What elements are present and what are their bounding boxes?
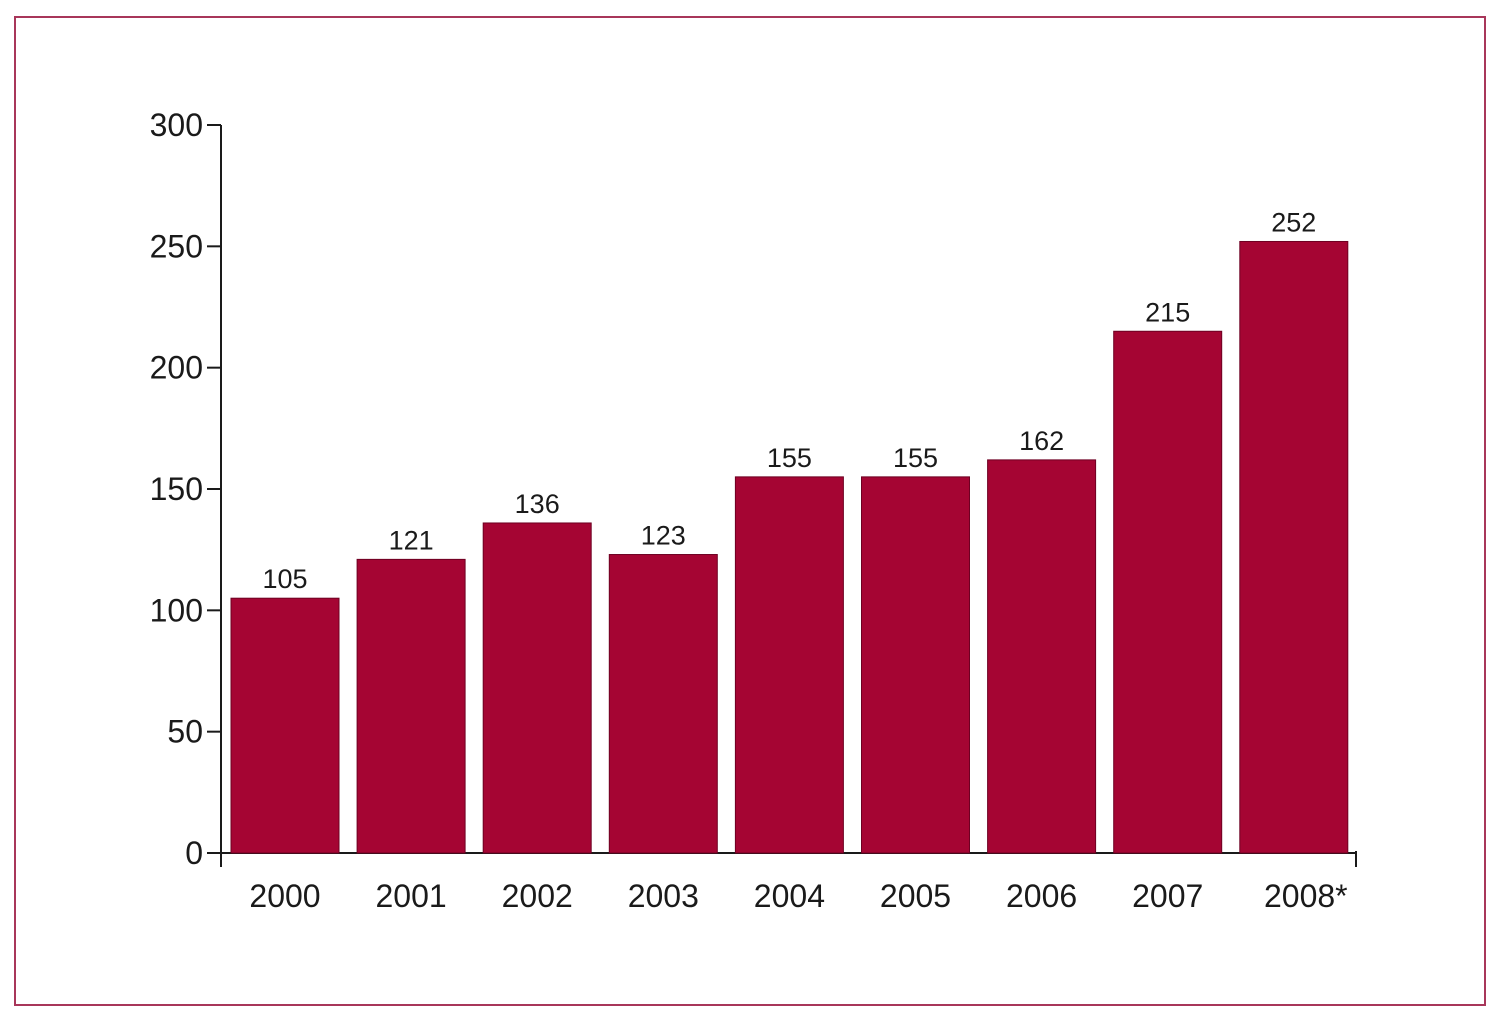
data-label: 162 (1019, 426, 1064, 456)
x-tick-label: 2000 (249, 878, 320, 914)
bars (230, 240, 1349, 854)
x-tick-label: 2002 (502, 878, 573, 914)
x-tick-label: 2001 (376, 878, 447, 914)
x-tick-label: 2007 (1132, 878, 1203, 914)
y-tick-label: 100 (150, 592, 203, 628)
y-tick-label: 50 (167, 714, 203, 750)
bar-2006 (987, 459, 1097, 854)
data-label: 136 (515, 489, 560, 519)
bar-2007 (1113, 330, 1223, 854)
x-tick-label: 2005 (880, 878, 951, 914)
y-tick-label: 200 (150, 350, 203, 386)
chart-frame (14, 16, 1486, 1006)
y-tick-label: 300 (150, 107, 203, 143)
x-tick-label: 2003 (628, 878, 699, 914)
data-label: 155 (767, 443, 812, 473)
bar-2000 (230, 597, 340, 854)
y-tick-label: 0 (185, 835, 203, 871)
data-label: 121 (389, 525, 434, 555)
x-tick-label: 2008* (1264, 878, 1348, 914)
data-labels: 105 121 136 123 155 155 162 215 252 (262, 207, 1316, 594)
bar-2004 (734, 476, 844, 854)
y-axis: 0 50 100 150 200 250 300 (150, 107, 222, 871)
x-axis: 2000 2001 2002 2003 2004 2005 2006 2007 2008* (221, 851, 1357, 914)
bar-2002 (482, 522, 592, 854)
data-label: 252 (1271, 207, 1316, 237)
y-tick-label: 250 (150, 228, 203, 264)
data-label: 105 (262, 564, 307, 594)
x-tick-label: 2004 (754, 878, 825, 914)
bar-2005 (861, 476, 970, 854)
bar-2001 (356, 558, 466, 854)
data-label: 123 (641, 521, 686, 551)
bar-2008 (1239, 240, 1349, 854)
y-tick-label: 150 (150, 471, 203, 507)
bar-2003 (608, 554, 718, 854)
data-label: 155 (893, 443, 938, 473)
data-label: 215 (1145, 297, 1190, 327)
x-tick-label: 2006 (1006, 878, 1077, 914)
